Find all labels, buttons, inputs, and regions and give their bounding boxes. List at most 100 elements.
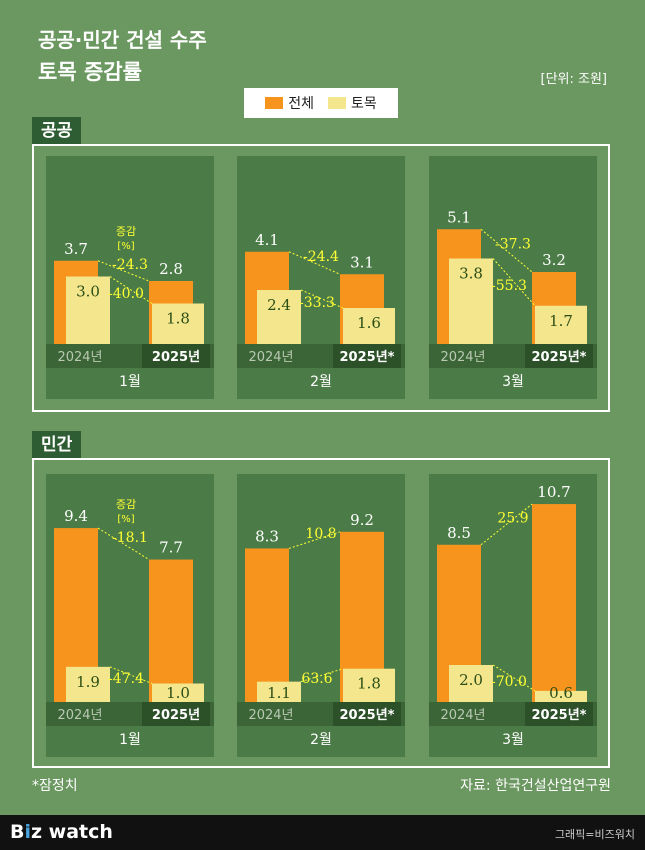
connector-civil-1-0 [109,666,153,684]
section-box-private [32,458,610,768]
label-civil-0-0-1: 1.8 [166,310,190,328]
change-total-0-2: -37.3 [495,237,531,253]
change-header-line1-1: 증감 [116,498,136,511]
bottom-bar: Biz watch 그래픽=비즈워치 [0,815,645,850]
brand-rest: z watch [31,821,113,843]
xlabel-1-2-0: 2024년 [440,708,485,723]
bar-civil-0-2-1 [535,305,587,344]
connector-civil-0-0 [109,276,153,304]
label-total-1-0-0: 9.4 [64,507,88,525]
xlabel-0-0-1: 2025년 [152,350,200,365]
connector-total-0-2 [480,228,533,273]
connector-total-1-1 [288,531,341,549]
change-header-line2-0: [%] [117,241,134,252]
legend-label-civil: 토목 [351,96,377,112]
label-civil-1-2-0: 2.0 [459,671,483,689]
change-civil-0-0: -40.0 [108,286,144,302]
change-civil-0-1: -33.3 [299,295,335,311]
connector-total-1-0 [97,527,150,560]
change-total-1-1: 10.8 [305,526,336,542]
section-label-private: 민간 [32,431,82,459]
xlabel-0-1-0: 2024년 [248,350,293,365]
source-label: 자료: 한국건설산업연구원 [460,778,611,794]
month-label-0-2: 3월 [502,374,524,390]
xlabel-highlight-1-0 [142,702,210,726]
connector-civil-1-1 [300,668,344,683]
label-civil-1-2-1: 0.6 [549,684,573,702]
change-header-line1-0: 증감 [116,225,136,238]
bar-total-1-1-0 [245,548,289,702]
label-total-0-2-0: 5.1 [447,208,471,226]
bar-total-1-0-1 [149,559,193,702]
month-label-1-1: 2월 [310,732,332,748]
month-label-1-2: 3월 [502,732,524,748]
change-total-1-2: 25.9 [497,510,528,526]
xlabel-1-1-1: 2025년* [340,708,395,723]
bar-civil-0-2-0 [449,258,493,344]
change-civil-1-0: -47.4 [108,671,144,687]
label-total-1-1-0: 8.3 [255,527,279,545]
change-civil-1-2: -70.0 [491,674,527,690]
legend-label-total: 전체 [288,96,314,112]
connector-total-0-0 [97,260,150,282]
xlabel-1-2-1: 2025년* [532,708,587,723]
label-civil-0-1-0: 2.4 [267,296,291,314]
bar-civil-1-1-0 [257,681,301,702]
section-label-public: 공공 [32,117,82,145]
change-civil-1-1: 63.6 [301,671,332,687]
unit-label: [단위: 조원] [540,72,608,87]
label-total-1-2-0: 8.5 [447,524,471,542]
connector-civil-1-2 [492,664,536,692]
legend-swatch-civil [328,97,346,109]
label-total-1-1-1: 9.2 [350,511,374,529]
section-box-public [32,144,610,412]
label-total-1-2-1: 10.7 [537,483,570,501]
xlabel-highlight-1-2 [525,702,593,726]
legend: 전체 토목 [244,88,398,118]
label-civil-1-1-0: 1.1 [267,684,291,702]
change-total-0-1: -24.4 [303,249,339,265]
bar-civil-1-0-1 [152,683,204,702]
bar-civil-1-0-0 [66,666,110,702]
bar-civil-0-1-0 [257,290,301,344]
xlabel-0-1-1: 2025년* [340,350,395,365]
bar-civil-1-1-1 [343,668,395,702]
connector-civil-0-2 [492,258,536,307]
connector-total-0-1 [288,251,341,275]
month-label-0-0: 1월 [119,374,141,390]
xlabel-0-2-0: 2024년 [440,350,485,365]
xlabel-1-0-1: 2025년 [152,708,200,723]
change-total-1-0: -18.1 [112,530,148,546]
bar-civil-0-1-1 [343,308,395,344]
label-civil-0-2-1: 1.7 [549,312,573,330]
label-total-0-1-0: 4.1 [255,231,279,249]
xlabel-highlight-0-0 [142,344,210,368]
xlabel-highlight-1-1 [333,702,401,726]
change-header-line2-1: [%] [117,514,134,525]
bar-civil-1-2-1 [535,690,587,702]
xlabel-highlight-0-1 [333,344,401,368]
brand-logo: Biz watch [10,821,113,843]
xlabel-1-0-0: 2024년 [57,708,102,723]
brand-i: i [24,821,31,843]
graphic-credit: 그래픽=비즈워치 [554,828,635,841]
label-total-0-2-1: 3.2 [542,251,566,269]
connector-total-1-2 [480,503,533,546]
label-total-0-0-1: 2.8 [159,260,183,278]
footnote: *잠정치 [32,778,78,794]
chart-title-line2: 토목 증감률 [38,60,142,84]
month-label-1-0: 1월 [119,732,141,748]
brand-b: B [10,821,25,843]
bar-civil-0-0-1 [152,303,204,344]
label-total-0-1-1: 3.1 [350,253,374,271]
bar-civil-1-2-0 [449,665,493,702]
label-civil-1-0-0: 1.9 [76,673,100,691]
xlabel-1-1-0: 2024년 [248,708,293,723]
change-civil-0-2: -55.3 [491,278,527,294]
label-civil-1-0-1: 1.0 [166,684,190,702]
xlabel-highlight-0-2 [525,344,593,368]
chart-title-line1: 공공·민간 건설 수주 [38,28,207,52]
legend-item-civil: 토목 [328,93,377,113]
label-civil-0-1-1: 1.6 [357,314,381,332]
